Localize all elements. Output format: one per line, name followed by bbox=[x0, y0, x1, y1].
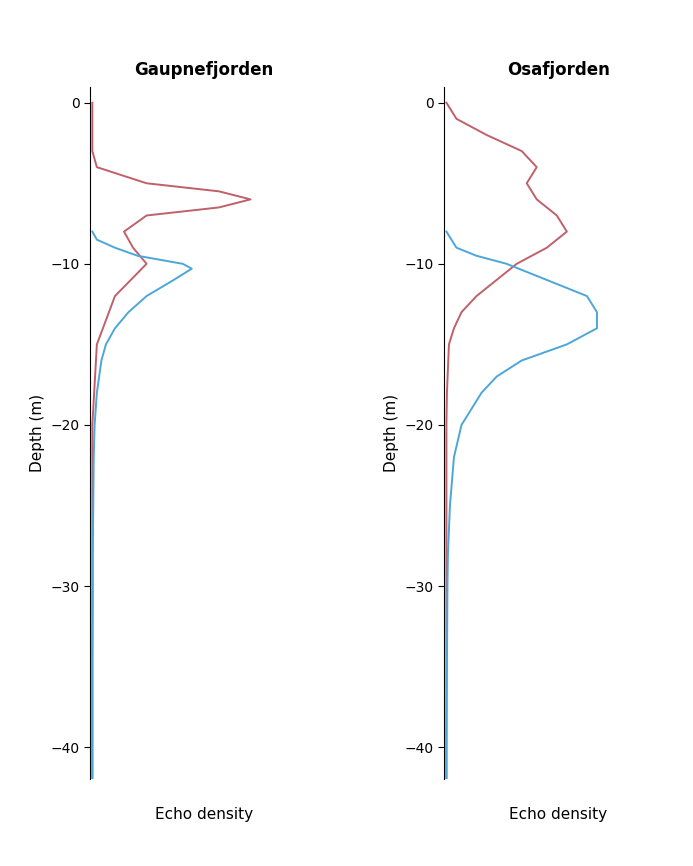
Y-axis label: Depth (m): Depth (m) bbox=[384, 394, 398, 472]
Y-axis label: Depth (m): Depth (m) bbox=[30, 394, 45, 472]
X-axis label: Echo density: Echo density bbox=[155, 807, 254, 822]
Title: Osafjorden: Osafjorden bbox=[507, 61, 610, 80]
Title: Gaupnefjorden: Gaupnefjorden bbox=[134, 61, 274, 80]
X-axis label: Echo density: Echo density bbox=[509, 807, 607, 822]
